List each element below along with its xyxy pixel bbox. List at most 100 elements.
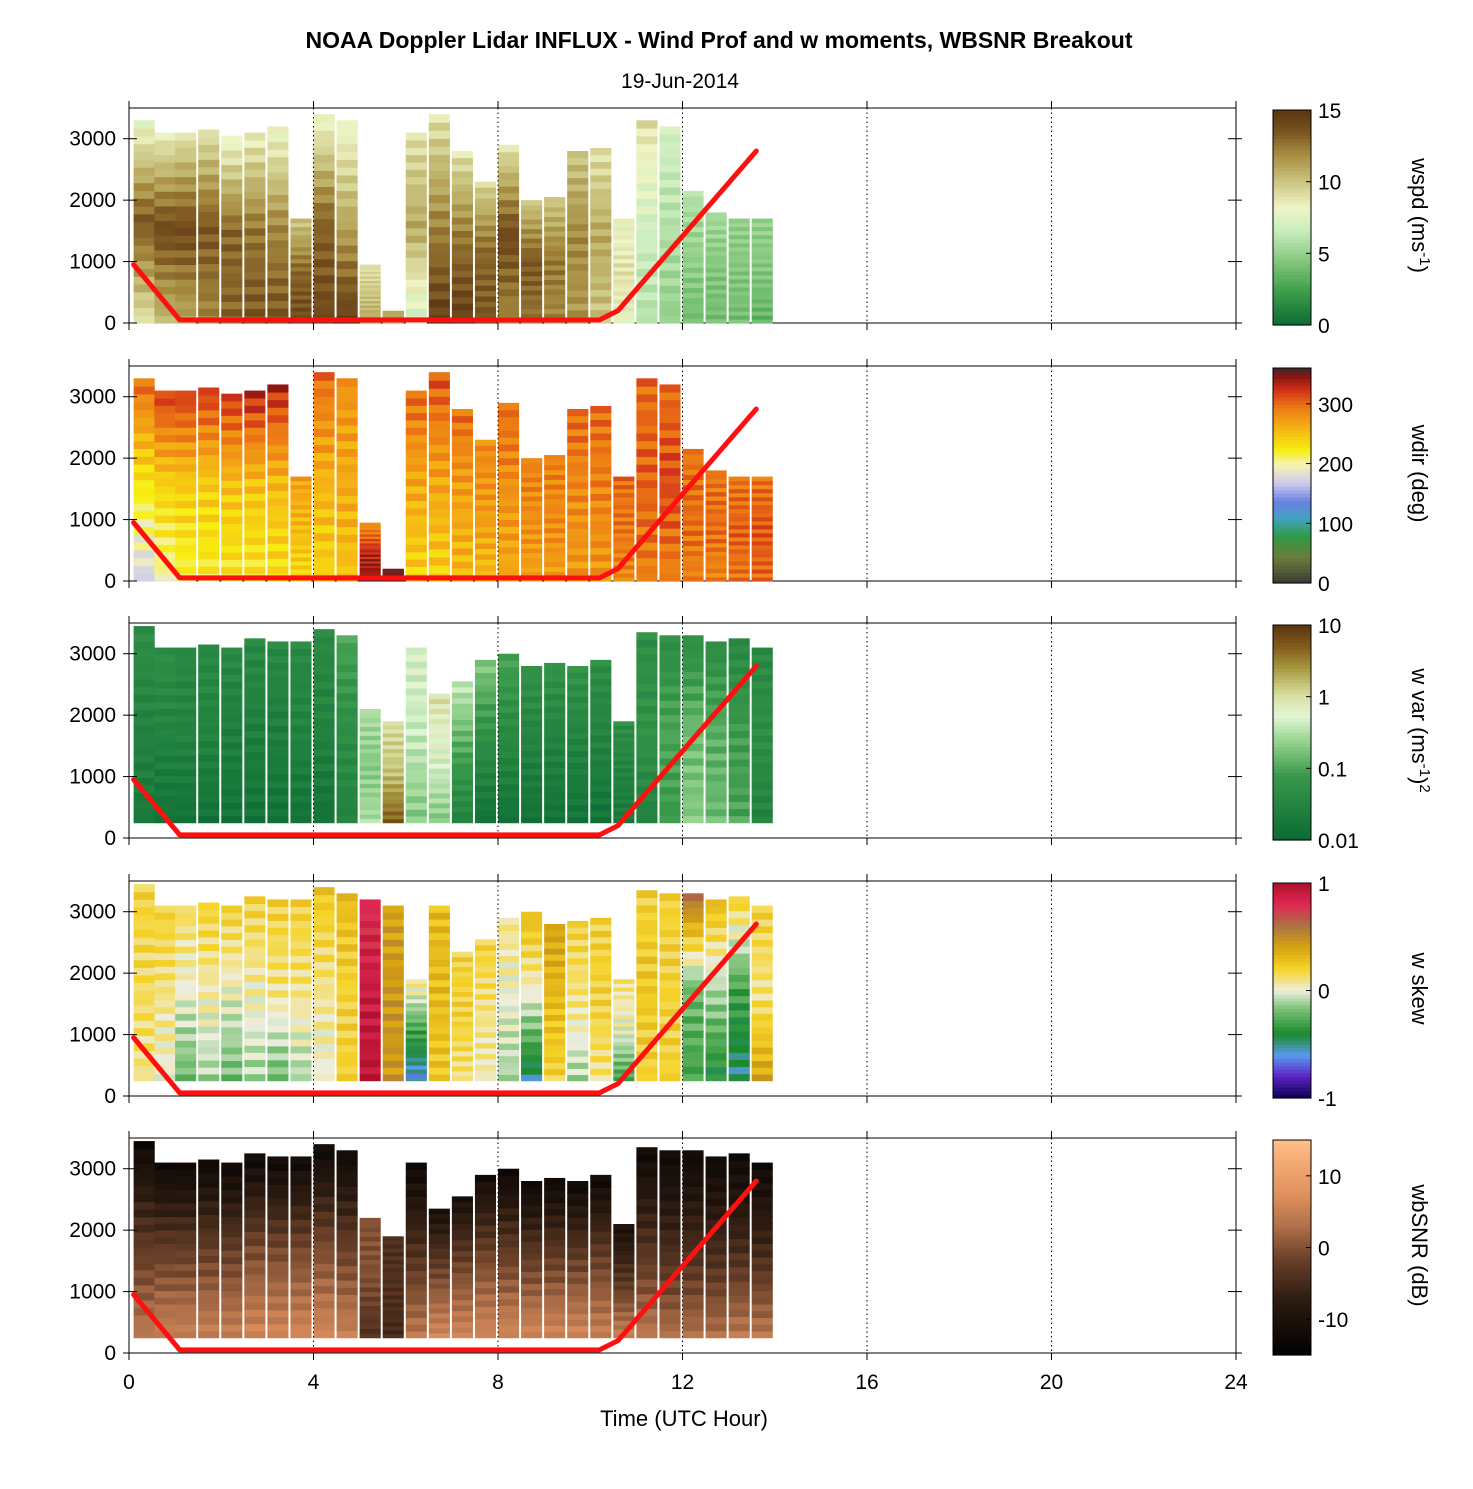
heatmap-cell (133, 754, 155, 763)
heatmap-cell (133, 1254, 155, 1263)
heatmap-cell (428, 993, 450, 1001)
heatmap-cell (244, 544, 266, 553)
heatmap-cell (728, 1016, 750, 1025)
heatmap-cell (313, 388, 335, 397)
heatmap-cell (221, 694, 243, 703)
heatmap-cell (336, 1059, 358, 1067)
heatmap-cell (290, 1184, 312, 1192)
heatmap-cell (659, 714, 681, 723)
heatmap-cell (728, 1273, 750, 1282)
heatmap-cell (221, 1229, 243, 1238)
colorbar-swatch (1273, 278, 1311, 283)
heatmap-cell (705, 293, 727, 299)
heatmap-cell (290, 258, 312, 264)
heatmap-cell (451, 303, 473, 311)
heatmap-cell (636, 668, 658, 677)
heatmap-cell (198, 558, 220, 567)
heatmap-cell (613, 234, 635, 240)
heatmap-cell (521, 768, 543, 776)
colorbar-swatch (1273, 504, 1311, 509)
heatmap-cell (751, 986, 773, 994)
heatmap-cell (154, 1209, 176, 1218)
heatmap-cell (359, 293, 381, 297)
heatmap-cell (359, 1319, 381, 1325)
heatmap-cell (728, 314, 750, 320)
heatmap-cell (221, 681, 243, 689)
heatmap-cell (682, 575, 704, 582)
heatmap-cell (133, 648, 155, 657)
heatmap-cell (751, 500, 773, 506)
heatmap-cell (636, 518, 658, 528)
heatmap-cell (451, 488, 473, 496)
heatmap-cell (198, 733, 220, 742)
heatmap-cell (521, 714, 543, 721)
heatmap-cell (313, 130, 335, 139)
heatmap-cell (451, 1272, 473, 1279)
heatmap-cell (267, 1177, 289, 1185)
heatmap-cell (751, 932, 773, 940)
heatmap-cell (682, 287, 704, 294)
heatmap-cell (636, 432, 658, 442)
heatmap-cell (359, 1305, 381, 1311)
heatmap-cell (659, 232, 681, 241)
heatmap-cell (474, 955, 497, 962)
heatmap-cell (659, 1186, 681, 1195)
colorbar-swatch (1273, 127, 1311, 133)
heatmap-cell (428, 905, 450, 913)
heatmap-cell (359, 271, 381, 275)
colorbar-swatch (1273, 696, 1311, 701)
heatmap-cell (544, 206, 566, 213)
heatmap-cell (428, 274, 450, 284)
heatmap-cell (474, 1064, 497, 1071)
heatmap-cell (613, 572, 635, 578)
heatmap-cell (567, 422, 589, 430)
heatmap-cell (498, 247, 520, 256)
heatmap-cell (405, 183, 427, 192)
colorbar-swatch (1273, 1322, 1311, 1327)
heatmap-cell (267, 1267, 289, 1276)
heatmap-cell (382, 986, 404, 994)
heatmap-cell (728, 780, 750, 788)
heatmap-cell (544, 498, 566, 505)
colorbar-swatch (1273, 170, 1311, 176)
heatmap-cell (244, 478, 266, 487)
heatmap-cell (428, 713, 450, 720)
heatmap-cell (336, 1179, 358, 1187)
heatmap-cell (290, 286, 312, 292)
heatmap-cell (405, 449, 427, 458)
heatmap-cell (336, 965, 358, 974)
heatmap-cell (154, 735, 176, 743)
heatmap-cell (498, 955, 520, 963)
heatmap-cell (221, 1243, 243, 1251)
heatmap-cell (154, 293, 176, 302)
heatmap-cell (751, 238, 773, 244)
heatmap-cell (682, 246, 704, 253)
heatmap-cell (682, 256, 704, 263)
heatmap-cell (405, 994, 427, 1000)
heatmap-cell (613, 528, 635, 534)
heatmap-cell (636, 661, 658, 670)
heatmap-cell (175, 748, 197, 756)
heatmap-cell (451, 428, 473, 437)
heatmap-cell (336, 1287, 358, 1296)
heatmap-cell (290, 238, 312, 244)
heatmap-cell (451, 415, 473, 423)
heatmap-cell (336, 1157, 358, 1166)
heatmap-cell (544, 1062, 566, 1070)
heatmap-cell (636, 1213, 658, 1222)
heatmap-cell (567, 223, 589, 231)
heatmap-cell (590, 296, 612, 304)
heatmap-cell (336, 1193, 358, 1202)
heatmap-cell (474, 214, 497, 221)
heatmap-cell (359, 549, 381, 553)
heatmap-cell (474, 944, 497, 951)
heatmap-cell (267, 452, 289, 461)
heatmap-cell (498, 457, 520, 466)
heatmap-cell (336, 128, 358, 137)
colorbar-swatch (1273, 256, 1311, 262)
heatmap-cell (659, 520, 681, 529)
heatmap-cell (267, 1073, 289, 1082)
heatmap-cell (498, 731, 520, 739)
colorbar-swatch (1273, 393, 1311, 398)
heatmap-cell (682, 1001, 704, 1010)
